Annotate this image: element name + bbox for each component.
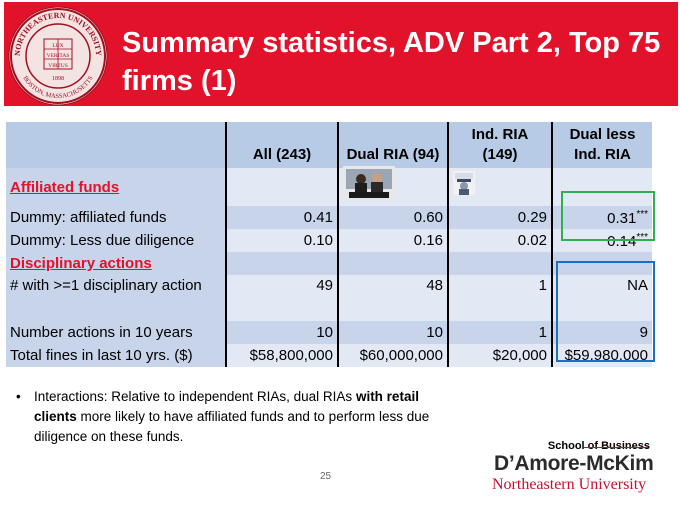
section-row-disciplinary: Disciplinary actions xyxy=(6,252,652,275)
people-photo-icon xyxy=(343,166,395,204)
cell-ind: 1 xyxy=(447,275,552,321)
cell-ind: 0.29 xyxy=(447,206,552,229)
cell-diff: 9 xyxy=(551,321,652,344)
slide-title: Summary statistics, ADV Part 2, Top 75 f… xyxy=(122,27,661,97)
seal-motto-1: LUX xyxy=(52,43,63,49)
green-highlight-box xyxy=(561,191,655,241)
bullet-text-1: Interactions: Relative to independent RI… xyxy=(34,389,356,404)
cell-diff: NA xyxy=(551,275,652,321)
header-cell-label xyxy=(6,122,226,168)
section-row-affiliated: Affiliated funds xyxy=(6,166,652,206)
seal-motto-2: VERITAS xyxy=(47,53,70,59)
bullet-text-bold: with retail clients xyxy=(34,389,419,424)
bullet-point: • Interactions: Relative to independent … xyxy=(16,387,464,447)
cell-dual: $60,000,000 xyxy=(337,344,448,367)
cell-ind: 1 xyxy=(447,321,552,344)
table-row-with-disciplinary: # with >=1 disciplinary action 49 48 1 N… xyxy=(6,275,652,321)
table-row-dummy-due-diligence: Dummy: Less due diligence 0.10 0.16 0.02… xyxy=(6,229,652,252)
row-label: # with >=1 disciplinary action xyxy=(6,275,226,321)
cell-all: 0.41 xyxy=(225,206,338,229)
logo-name: D’Amore-McKim xyxy=(494,452,654,475)
cell-ind: 0.02 xyxy=(447,229,552,252)
table-row-dummy-affiliated: Dummy: affiliated funds 0.41 0.60 0.29 0… xyxy=(6,206,652,229)
row-label: Number actions in 10 years xyxy=(10,324,193,341)
cell-dual: 48 xyxy=(337,275,448,321)
logo-divider xyxy=(584,447,648,448)
cell-all: 10 xyxy=(225,321,338,344)
significance-stars: *** xyxy=(636,231,648,243)
cell-diff-value: 0.14 xyxy=(607,232,637,250)
logo-school-label: School of Business xyxy=(547,440,650,452)
cell-diff: 0.31*** xyxy=(551,206,652,229)
cell-diff-value: 0.31 xyxy=(607,209,637,227)
cell-ind: $20,000 xyxy=(447,344,552,367)
cell-dual: 0.60 xyxy=(337,206,448,229)
table-row-total-fines: Total fines in last 10 yrs. ($) $58,800,… xyxy=(6,344,652,367)
cell-all: 0.10 xyxy=(225,229,338,252)
cell-dual: 10 xyxy=(337,321,448,344)
column-header-ind: Ind. RIA (149) xyxy=(447,122,552,168)
row-label: Dummy: Less due diligence xyxy=(6,229,226,252)
title-banner: NORTHEASTERN UNIVERSITY BOSTON, MASSACHU… xyxy=(4,2,678,106)
row-label: Total fines in last 10 yrs. ($) xyxy=(6,344,226,367)
cell-all: $58,800,000 xyxy=(225,344,338,367)
section-label-affiliated: Affiliated funds xyxy=(10,178,120,196)
significance-stars: *** xyxy=(636,208,648,220)
logo-university: Northeastern University xyxy=(492,476,647,493)
table-row-number-actions: Number actions in 10 years 10 10 1 9 xyxy=(6,321,652,344)
column-header-all: All (243) xyxy=(225,122,338,168)
bullet-dot-icon: • xyxy=(16,389,21,404)
row-label: Dummy: affiliated funds xyxy=(10,209,167,226)
advisor-photo-icon xyxy=(453,171,475,199)
cell-all: 49 xyxy=(225,275,338,321)
table-header-row: All (243) Dual RIA (94) Ind. RIA (149) D… xyxy=(6,122,652,168)
page-number: 25 xyxy=(320,471,332,482)
column-header-dual: Dual RIA (94) xyxy=(337,122,448,168)
seal-motto-3: VIRTUS xyxy=(48,63,68,69)
section-label-disciplinary: Disciplinary actions xyxy=(10,255,152,272)
blue-highlight-box xyxy=(556,261,655,362)
summary-statistics-table: All (243) Dual RIA (94) Ind. RIA (149) D… xyxy=(6,122,652,367)
bullet-text-2: more likely to have affiliated funds and… xyxy=(34,409,430,444)
column-header-diff: Dual less Ind. RIA xyxy=(551,122,652,168)
university-seal-icon: NORTHEASTERN UNIVERSITY BOSTON, MASSACHU… xyxy=(8,6,108,106)
seal-year: 1898 xyxy=(52,76,64,82)
cell-dual: 0.16 xyxy=(337,229,448,252)
